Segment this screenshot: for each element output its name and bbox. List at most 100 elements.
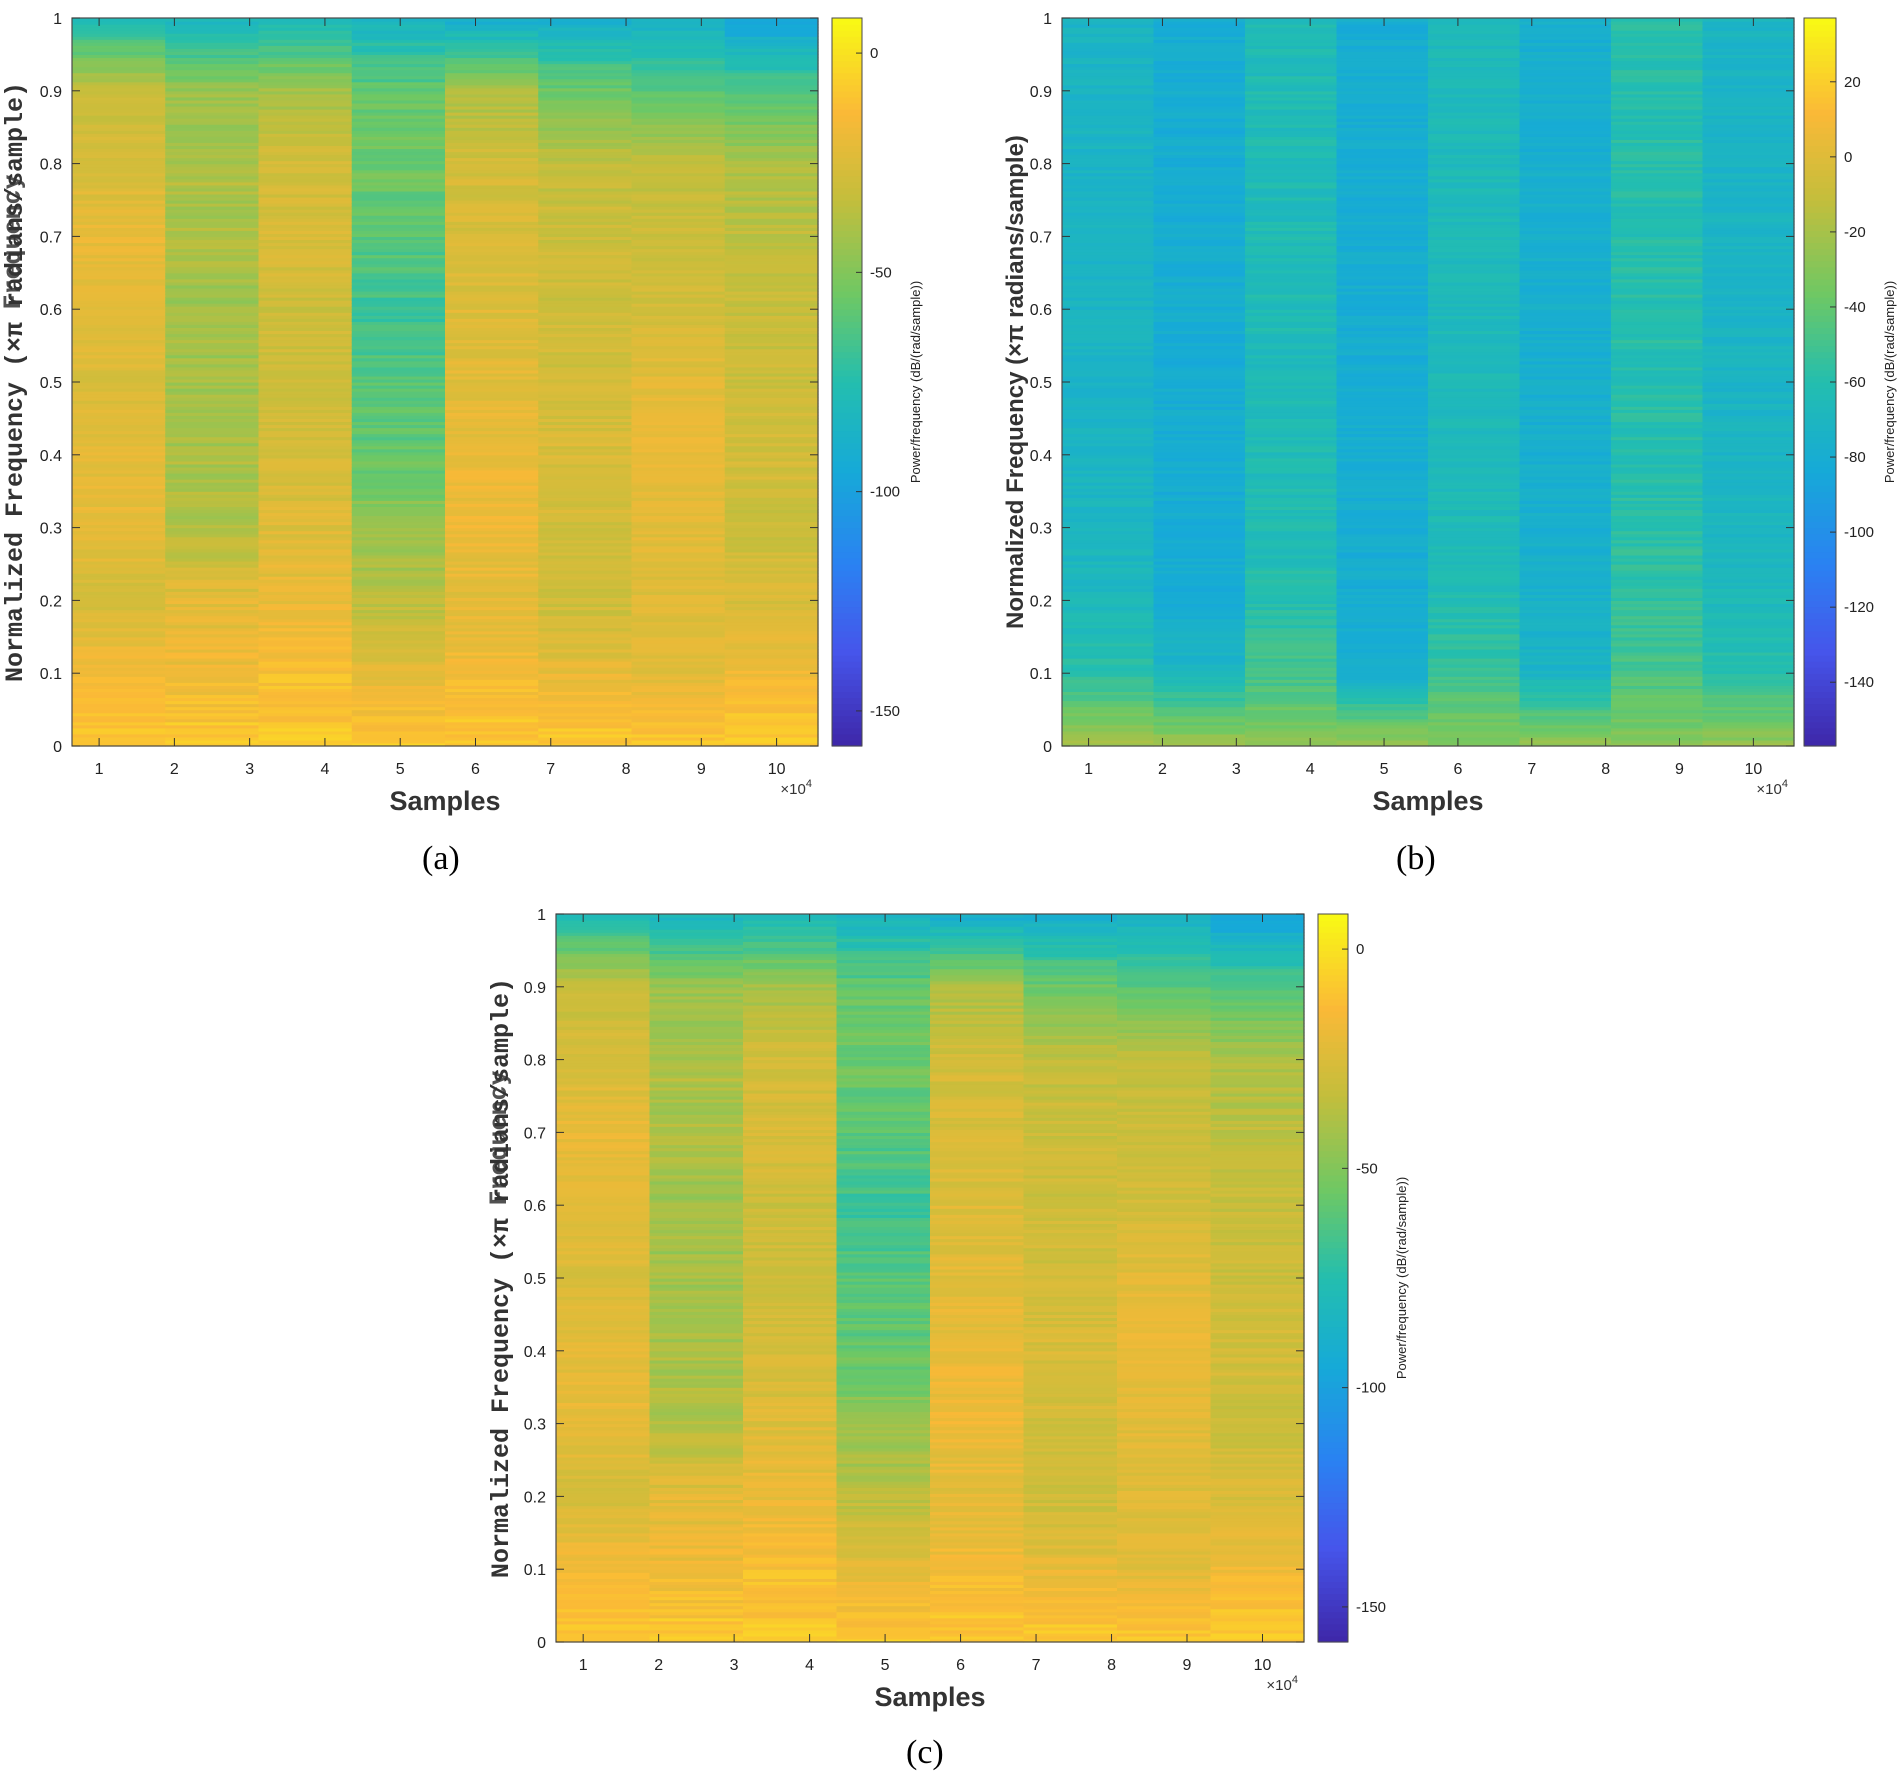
heatmap-cell: [1428, 215, 1521, 219]
heatmap-cell: [445, 203, 539, 207]
heatmap-cell: [556, 1165, 651, 1170]
heatmap-cell: [631, 336, 726, 341]
heatmap-cell: [1245, 394, 1338, 398]
heatmap-cell: [351, 118, 446, 122]
heatmap-cell: [351, 39, 446, 43]
heatmap-cell: [1519, 457, 1612, 462]
heatmap-cell: [538, 75, 633, 80]
heatmap-cell: [649, 1086, 744, 1091]
heatmap-cell: [631, 715, 726, 720]
heatmap-cell: [1336, 612, 1429, 617]
heatmap-cell: [649, 1372, 744, 1376]
heatmap-cell: [165, 721, 260, 726]
heatmap-cell: [1428, 409, 1521, 413]
heatmap-cell: [1611, 497, 1704, 501]
heatmap-cell: [1428, 509, 1521, 514]
heatmap-cell: [649, 1344, 744, 1349]
heatmap-cell: [556, 1062, 651, 1067]
heatmap-cell: [743, 1217, 838, 1221]
heatmap-cell: [1519, 560, 1612, 565]
heatmap-cell: [258, 482, 353, 486]
heatmap-cell: [1702, 196, 1795, 201]
heatmap-cell: [649, 1156, 744, 1161]
heatmap-cell: [743, 1187, 838, 1191]
heatmap-cell: [724, 533, 819, 538]
heatmap-cell: [72, 418, 166, 423]
heatmap-cell: [1519, 655, 1612, 659]
heatmap-cell: [1519, 333, 1612, 338]
heatmap-cell: [445, 306, 539, 310]
heatmap-cell: [351, 612, 446, 617]
heatmap-cell: [1519, 124, 1612, 128]
heatmap-cell: [1611, 724, 1704, 729]
colorbar-band: [1804, 272, 1836, 280]
heatmap-cell: [1336, 230, 1429, 234]
heatmap-cell: [1519, 181, 1612, 186]
heatmap-cell: [165, 460, 260, 465]
heatmap-cell: [1153, 87, 1246, 92]
heatmap-cell: [743, 947, 838, 951]
heatmap-cell: [1702, 567, 1795, 571]
heatmap-cell: [445, 585, 539, 589]
heatmap-cell: [1428, 524, 1521, 529]
heatmap-cell: [1519, 476, 1612, 480]
heatmap-cell: [1245, 369, 1338, 374]
heatmap-cell: [631, 297, 726, 301]
heatmap-cell: [1062, 148, 1155, 153]
heatmap-cell: [724, 409, 819, 413]
heatmap-cell: [351, 139, 446, 143]
heatmap-cell: [165, 357, 260, 362]
colorbar-band: [832, 667, 862, 674]
heatmap-cell: [165, 603, 260, 608]
heatmap-cell: [165, 594, 260, 598]
heatmap-cell: [1062, 224, 1155, 228]
heatmap-cell: [649, 1235, 744, 1240]
heatmap-cell: [445, 554, 539, 559]
heatmap-cell: [1153, 557, 1246, 562]
heatmap-cell: [538, 287, 633, 292]
heatmap-cell: [1519, 196, 1612, 201]
heatmap-cell: [1519, 648, 1612, 653]
heatmap-cell: [724, 388, 819, 392]
heatmap-cell: [1153, 39, 1246, 43]
heatmap-cell: [538, 306, 633, 310]
heatmap-cell: [258, 96, 353, 101]
heatmap-cell: [1519, 236, 1612, 241]
heatmap-cell: [724, 87, 819, 92]
heatmap-cell: [1611, 521, 1704, 526]
heatmap-cell: [1336, 418, 1429, 423]
heatmap-cell: [649, 1196, 744, 1200]
colorbar-band: [832, 84, 862, 92]
heatmap-cell: [1336, 124, 1429, 128]
heatmap-cell: [724, 518, 819, 523]
heatmap-cell: [1519, 275, 1612, 280]
heatmap-cell: [1245, 615, 1338, 620]
heatmap-cell: [1336, 727, 1429, 732]
heatmap-cell: [1336, 72, 1429, 77]
heatmap-cell: [724, 436, 819, 441]
heatmap-cell: [538, 679, 633, 683]
heatmap-cell: [1336, 151, 1429, 156]
heatmap-cell: [258, 515, 353, 520]
heatmap-cell: [836, 1596, 931, 1601]
heatmap-cell: [165, 560, 260, 565]
heatmap-cell: [1519, 24, 1612, 28]
heatmap-cell: [1428, 24, 1521, 28]
heatmap-cell: [165, 742, 260, 747]
heatmap-cell: [1245, 612, 1338, 617]
colorbar-band: [832, 509, 862, 517]
heatmap-cell: [1336, 536, 1429, 541]
heatmap-cell: [1702, 691, 1795, 696]
heatmap-cell: [72, 336, 166, 341]
heatmap-cell: [724, 427, 819, 432]
heatmap-cell: [743, 1587, 838, 1592]
heatmap-cell: [1611, 148, 1704, 153]
heatmap-cell: [556, 1232, 651, 1237]
heatmap-cell: [165, 221, 260, 225]
heatmap-cell: [1062, 133, 1155, 137]
heatmap-cell: [1245, 518, 1338, 523]
heatmap-cell: [1611, 718, 1704, 723]
heatmap-cell: [1428, 142, 1521, 146]
heatmap-cell: [556, 971, 651, 976]
heatmap-cell: [351, 709, 446, 714]
